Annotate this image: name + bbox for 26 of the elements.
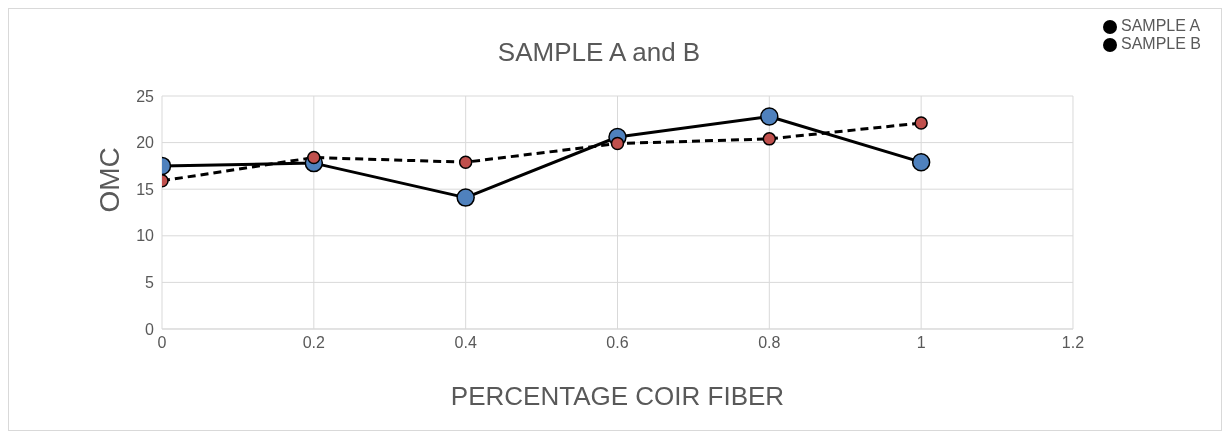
x-axis-title: PERCENTAGE COIR FIBER xyxy=(450,381,785,411)
point xyxy=(911,152,931,172)
point xyxy=(762,132,777,146)
x-tick-label: 0 xyxy=(157,334,167,352)
y-tick-label: 0 xyxy=(145,320,155,338)
y-tick-label: 15 xyxy=(136,180,155,198)
y-tick-label: 25 xyxy=(136,87,155,105)
point xyxy=(914,116,928,130)
chart-title: SAMPLE A and B xyxy=(497,37,701,67)
point xyxy=(307,150,321,165)
x-tick-label: 0.2 xyxy=(302,334,326,352)
point xyxy=(610,136,625,151)
y-tick-label: 10 xyxy=(136,227,155,245)
x-tick-label: 0.4 xyxy=(454,334,477,352)
point xyxy=(456,188,475,207)
legend-label: SAMPLE B xyxy=(1120,35,1201,52)
legend-label: SAMPLE A xyxy=(1120,17,1201,34)
point xyxy=(760,107,779,126)
y-axis-title: OMC xyxy=(93,147,125,213)
x-tick-label: 0.6 xyxy=(606,334,629,352)
y-tick-label: 5 xyxy=(145,274,155,292)
point xyxy=(458,155,473,169)
x-tick-label: 1 xyxy=(916,334,926,352)
y-tick-label: 20 xyxy=(136,134,155,152)
x-tick-label: 1.2 xyxy=(1061,334,1085,352)
x-tick-label: 0.8 xyxy=(758,334,781,352)
